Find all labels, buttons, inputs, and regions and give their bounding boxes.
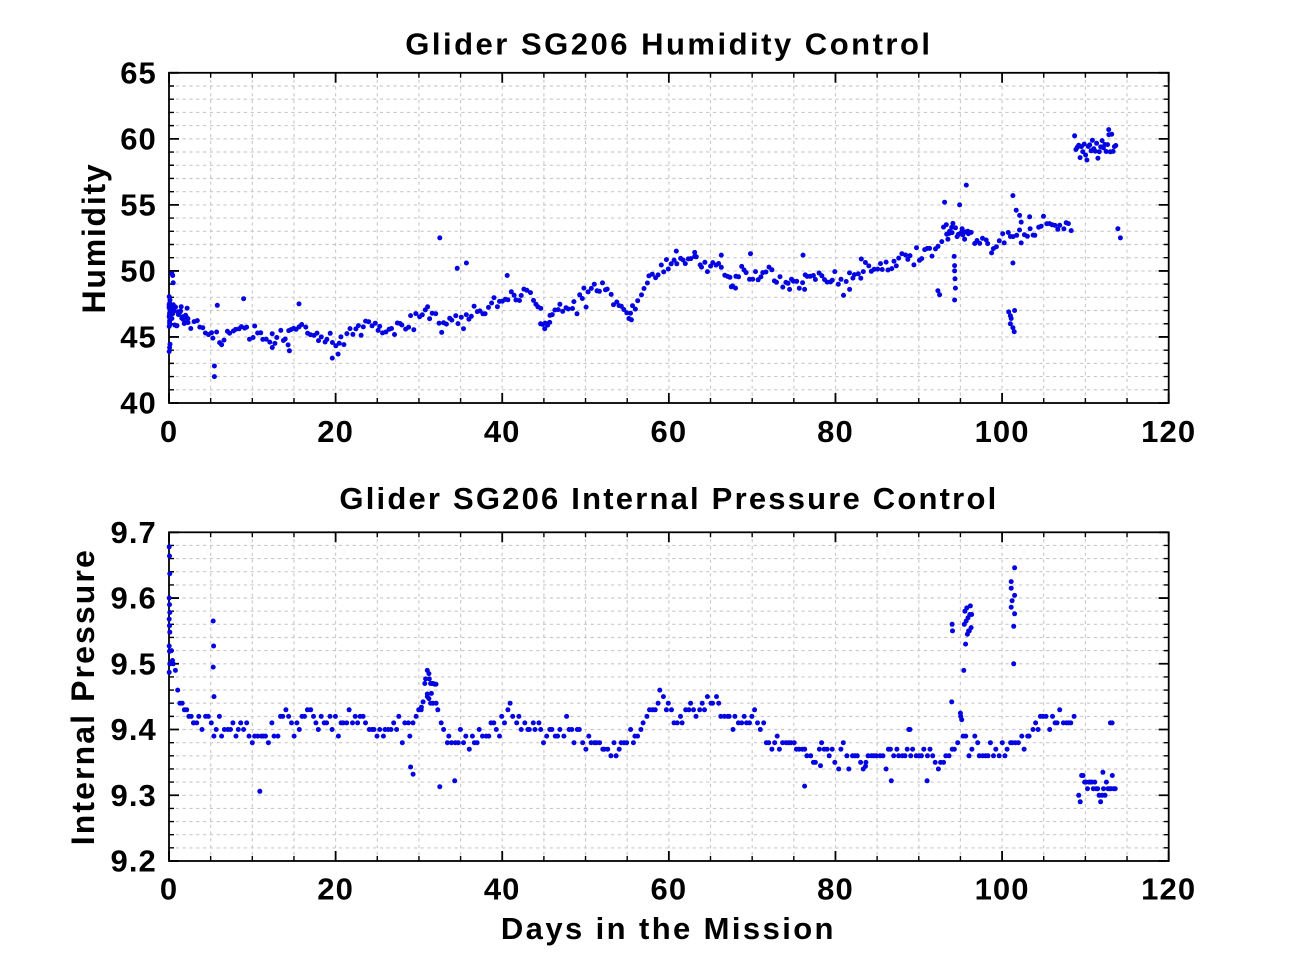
svg-text:40: 40 — [120, 386, 157, 421]
svg-text:100: 100 — [975, 872, 1030, 907]
svg-text:Humidity: Humidity — [76, 163, 112, 314]
svg-text:9.4: 9.4 — [110, 712, 156, 747]
svg-text:0: 0 — [160, 414, 178, 449]
svg-text:9.2: 9.2 — [110, 844, 156, 879]
svg-text:60: 60 — [120, 122, 157, 157]
svg-text:0: 0 — [160, 872, 178, 907]
svg-text:9.5: 9.5 — [110, 647, 156, 682]
svg-text:9.6: 9.6 — [110, 581, 156, 616]
svg-text:20: 20 — [317, 872, 354, 907]
svg-text:9.7: 9.7 — [110, 515, 156, 550]
svg-text:120: 120 — [1141, 414, 1196, 449]
svg-text:45: 45 — [120, 320, 157, 355]
svg-text:120: 120 — [1141, 872, 1196, 907]
svg-text:100: 100 — [975, 414, 1030, 449]
svg-text:9.3: 9.3 — [110, 778, 156, 813]
svg-text:Days in the Mission: Days in the Mission — [501, 911, 836, 946]
svg-text:80: 80 — [817, 872, 854, 907]
svg-text:60: 60 — [651, 414, 688, 449]
svg-text:50: 50 — [120, 254, 157, 289]
svg-text:20: 20 — [317, 414, 354, 449]
svg-text:80: 80 — [817, 414, 854, 449]
svg-text:40: 40 — [484, 872, 521, 907]
svg-text:Glider SG206 Humidity Control: Glider SG206 Humidity Control — [405, 27, 932, 62]
svg-text:Glider SG206 Internal Pressure: Glider SG206 Internal Pressure Control — [339, 481, 998, 516]
svg-text:60: 60 — [651, 872, 688, 907]
svg-text:55: 55 — [120, 188, 157, 223]
svg-text:Internal Pressure: Internal Pressure — [65, 548, 101, 845]
svg-text:65: 65 — [120, 56, 157, 91]
svg-text:40: 40 — [484, 414, 521, 449]
